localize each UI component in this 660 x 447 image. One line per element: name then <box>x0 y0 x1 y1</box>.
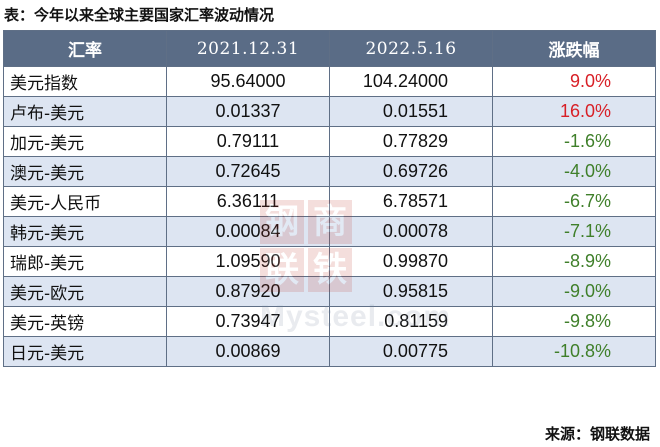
value-2022: 0.77829 <box>329 126 493 157</box>
source-note: 来源：钢联数据 <box>544 425 650 443</box>
value-2021: 1.09590 <box>166 246 330 277</box>
header-change: 涨跌幅 <box>492 30 656 67</box>
table-row: 韩元-美元 0.00084 0.00078 -7.1% <box>3 216 656 247</box>
value-2022: 0.99870 <box>329 246 493 277</box>
header-rate: 汇率 <box>3 30 167 67</box>
value-2021: 0.87920 <box>166 276 330 307</box>
rate-name: 美元-英镑 <box>3 306 167 337</box>
value-2022: 0.95815 <box>329 276 493 307</box>
header-date-2022: 2022.5.16 <box>329 30 493 67</box>
table-caption: 表：今年以来全球主要国家汇率波动情况 <box>4 6 275 24</box>
value-2022: 0.00078 <box>329 216 493 247</box>
rate-name: 韩元-美元 <box>3 216 167 247</box>
table-header-row: 汇率 2021.12.31 2022.5.16 涨跌幅 <box>3 30 656 67</box>
value-2021: 0.73947 <box>166 306 330 337</box>
table-row: 日元-美元 0.00869 0.00775 -10.8% <box>3 336 656 367</box>
rate-name: 卢布-美元 <box>3 96 167 127</box>
value-2022: 0.01551 <box>329 96 493 127</box>
value-2022: 0.00775 <box>329 336 493 367</box>
table-row: 美元-人民币 6.36111 6.78571 -6.7% <box>3 186 656 217</box>
rate-name: 澳元-美元 <box>3 156 167 187</box>
change-value: -6.7% <box>492 186 656 217</box>
value-2021: 0.72645 <box>166 156 330 187</box>
change-value: -7.1% <box>492 216 656 247</box>
rate-name: 日元-美元 <box>3 336 167 367</box>
value-2022: 6.78571 <box>329 186 493 217</box>
exchange-rate-table: 汇率 2021.12.31 2022.5.16 涨跌幅 美元指数 95.6400… <box>3 30 656 367</box>
value-2022: 104.24000 <box>329 66 493 97</box>
table-row: 澳元-美元 0.72645 0.69726 -4.0% <box>3 156 656 187</box>
change-value: -8.9% <box>492 246 656 277</box>
rate-name: 美元指数 <box>3 66 167 97</box>
table-row: 美元-欧元 0.87920 0.95815 -9.0% <box>3 276 656 307</box>
rate-name: 美元-人民币 <box>3 186 167 217</box>
change-value: 9.0% <box>492 66 656 97</box>
change-value: 16.0% <box>492 96 656 127</box>
table-row: 瑞郎-美元 1.09590 0.99870 -8.9% <box>3 246 656 277</box>
rate-name: 加元-美元 <box>3 126 167 157</box>
rate-name: 瑞郎-美元 <box>3 246 167 277</box>
table-row: 卢布-美元 0.01337 0.01551 16.0% <box>3 96 656 127</box>
value-2021: 0.01337 <box>166 96 330 127</box>
change-value: -10.8% <box>492 336 656 367</box>
value-2021: 6.36111 <box>166 186 330 217</box>
value-2021: 0.00084 <box>166 216 330 247</box>
change-value: -4.0% <box>492 156 656 187</box>
value-2021: 95.64000 <box>166 66 330 97</box>
value-2022: 0.69726 <box>329 156 493 187</box>
value-2022: 0.81159 <box>329 306 493 337</box>
table-row: 加元-美元 0.79111 0.77829 -1.6% <box>3 126 656 157</box>
change-value: -1.6% <box>492 126 656 157</box>
table-row: 美元-英镑 0.73947 0.81159 -9.8% <box>3 306 656 337</box>
header-date-2021: 2021.12.31 <box>166 30 330 67</box>
change-value: -9.0% <box>492 276 656 307</box>
change-value: -9.8% <box>492 306 656 337</box>
table-row: 美元指数 95.64000 104.24000 9.0% <box>3 66 656 97</box>
rate-name: 美元-欧元 <box>3 276 167 307</box>
value-2021: 0.79111 <box>166 126 330 157</box>
value-2021: 0.00869 <box>166 336 330 367</box>
